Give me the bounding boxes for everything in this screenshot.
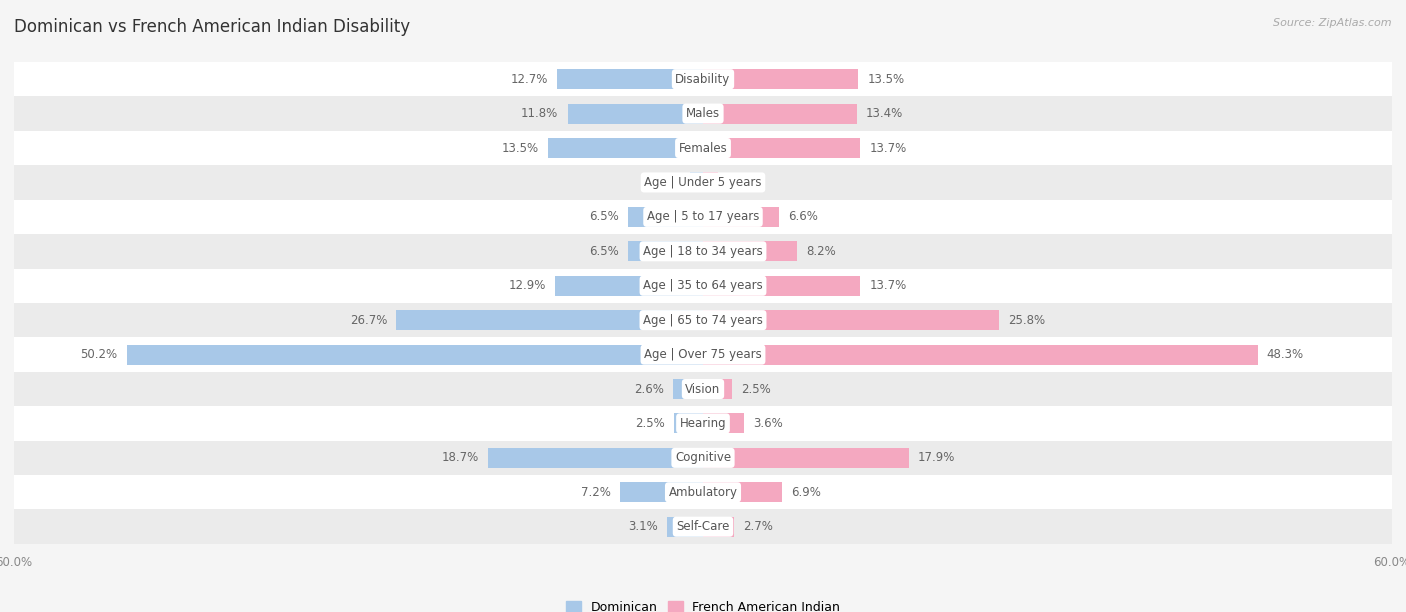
Legend: Dominican, French American Indian: Dominican, French American Indian [565, 601, 841, 612]
Text: 25.8%: 25.8% [1008, 314, 1046, 327]
Bar [703, 276, 860, 296]
Bar [488, 448, 703, 468]
Text: 3.6%: 3.6% [754, 417, 783, 430]
Text: 48.3%: 48.3% [1267, 348, 1303, 361]
Text: 11.8%: 11.8% [522, 107, 558, 120]
Bar [628, 241, 703, 261]
Bar [703, 379, 731, 399]
Text: Age | 18 to 34 years: Age | 18 to 34 years [643, 245, 763, 258]
Bar [14, 303, 1392, 337]
Text: Disability: Disability [675, 73, 731, 86]
Bar [703, 448, 908, 468]
Text: 7.2%: 7.2% [581, 486, 612, 499]
Bar [620, 482, 703, 502]
Text: 2.6%: 2.6% [634, 382, 664, 395]
Text: 12.9%: 12.9% [509, 279, 546, 292]
Bar [703, 241, 797, 261]
Text: 1.1%: 1.1% [651, 176, 681, 189]
Text: 6.9%: 6.9% [792, 486, 821, 499]
Text: 13.4%: 13.4% [866, 107, 903, 120]
Bar [14, 62, 1392, 96]
Text: 8.2%: 8.2% [807, 245, 837, 258]
Bar [703, 482, 782, 502]
Text: Ambulatory: Ambulatory [668, 486, 738, 499]
Text: 1.3%: 1.3% [727, 176, 756, 189]
Text: Age | Over 75 years: Age | Over 75 years [644, 348, 762, 361]
Bar [668, 517, 703, 537]
Bar [14, 509, 1392, 544]
Text: 26.7%: 26.7% [350, 314, 387, 327]
Text: 13.7%: 13.7% [869, 279, 907, 292]
Text: Vision: Vision [685, 382, 721, 395]
Bar [703, 310, 1000, 330]
Bar [703, 345, 1257, 365]
Bar [703, 207, 779, 227]
Bar [127, 345, 703, 365]
Bar [568, 103, 703, 124]
Bar [628, 207, 703, 227]
Text: 13.7%: 13.7% [869, 141, 907, 154]
Bar [14, 165, 1392, 200]
Bar [14, 234, 1392, 269]
Bar [673, 379, 703, 399]
Text: 2.5%: 2.5% [741, 382, 770, 395]
Text: 3.1%: 3.1% [628, 520, 658, 533]
Bar [14, 337, 1392, 371]
Text: 17.9%: 17.9% [918, 452, 955, 465]
Bar [14, 371, 1392, 406]
Text: Males: Males [686, 107, 720, 120]
Bar [14, 441, 1392, 475]
Text: 2.7%: 2.7% [744, 520, 773, 533]
Bar [14, 96, 1392, 131]
Bar [14, 131, 1392, 165]
Bar [14, 269, 1392, 303]
Text: Hearing: Hearing [679, 417, 727, 430]
Text: Age | 5 to 17 years: Age | 5 to 17 years [647, 211, 759, 223]
Text: Females: Females [679, 141, 727, 154]
Bar [14, 475, 1392, 509]
Bar [703, 414, 744, 433]
Text: 6.6%: 6.6% [787, 211, 818, 223]
Bar [557, 69, 703, 89]
Text: 13.5%: 13.5% [868, 73, 904, 86]
Text: 6.5%: 6.5% [589, 245, 619, 258]
Text: 50.2%: 50.2% [80, 348, 117, 361]
Text: Dominican vs French American Indian Disability: Dominican vs French American Indian Disa… [14, 18, 411, 36]
Text: 18.7%: 18.7% [441, 452, 479, 465]
Bar [703, 517, 734, 537]
Text: Age | 65 to 74 years: Age | 65 to 74 years [643, 314, 763, 327]
Text: Age | Under 5 years: Age | Under 5 years [644, 176, 762, 189]
Text: 2.5%: 2.5% [636, 417, 665, 430]
Bar [14, 200, 1392, 234]
Text: Age | 35 to 64 years: Age | 35 to 64 years [643, 279, 763, 292]
Text: 12.7%: 12.7% [510, 73, 548, 86]
Bar [703, 69, 858, 89]
Text: Self-Care: Self-Care [676, 520, 730, 533]
Bar [690, 173, 703, 192]
Text: Source: ZipAtlas.com: Source: ZipAtlas.com [1274, 18, 1392, 28]
Text: 13.5%: 13.5% [502, 141, 538, 154]
Bar [548, 138, 703, 158]
Bar [555, 276, 703, 296]
Bar [703, 138, 860, 158]
Text: 6.5%: 6.5% [589, 211, 619, 223]
Bar [675, 414, 703, 433]
Bar [396, 310, 703, 330]
Bar [703, 173, 718, 192]
Bar [14, 406, 1392, 441]
Text: Cognitive: Cognitive [675, 452, 731, 465]
Bar [703, 103, 856, 124]
